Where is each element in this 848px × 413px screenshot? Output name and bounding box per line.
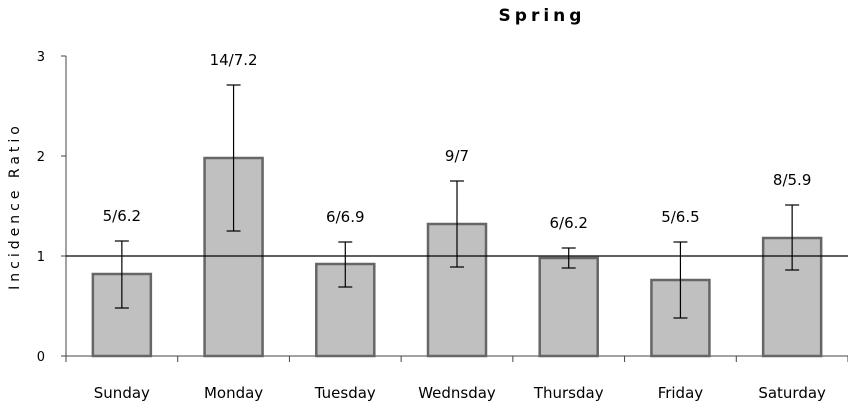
- data-label: 14/7.2: [210, 51, 258, 69]
- y-tick-label: 1: [37, 250, 45, 265]
- x-tick-label: Sunday: [94, 384, 150, 402]
- bar: [91, 272, 153, 358]
- data-label: 5/6.5: [661, 208, 699, 226]
- x-tick-label: Wednsday: [418, 384, 496, 402]
- x-tick-label: Saturday: [758, 384, 826, 402]
- x-tick-label: Thursday: [533, 384, 604, 402]
- y-tick-label: 0: [37, 350, 45, 365]
- y-tick-label: 3: [37, 50, 45, 65]
- y-axis-label: Incidence Ratio: [7, 122, 23, 290]
- x-tick-label: Tuesday: [314, 384, 376, 402]
- bar: [538, 256, 599, 358]
- data-label: 5/6.2: [103, 207, 141, 225]
- x-tick-label: Monday: [204, 384, 263, 402]
- y-tick-label: 2: [37, 150, 45, 165]
- data-label: 6/6.2: [549, 214, 587, 232]
- plot-area: 0 1 2 3 5/6.2 Sunday 14/7.2 Monday 6/6.9 Tuesday 9…: [37, 50, 848, 402]
- data-label: 8/5.9: [773, 171, 811, 189]
- data-label: 6/6.9: [326, 208, 364, 226]
- chart-title: Spring: [499, 6, 586, 26]
- data-label: 9/7: [445, 147, 469, 165]
- x-tick-label: Friday: [658, 384, 704, 402]
